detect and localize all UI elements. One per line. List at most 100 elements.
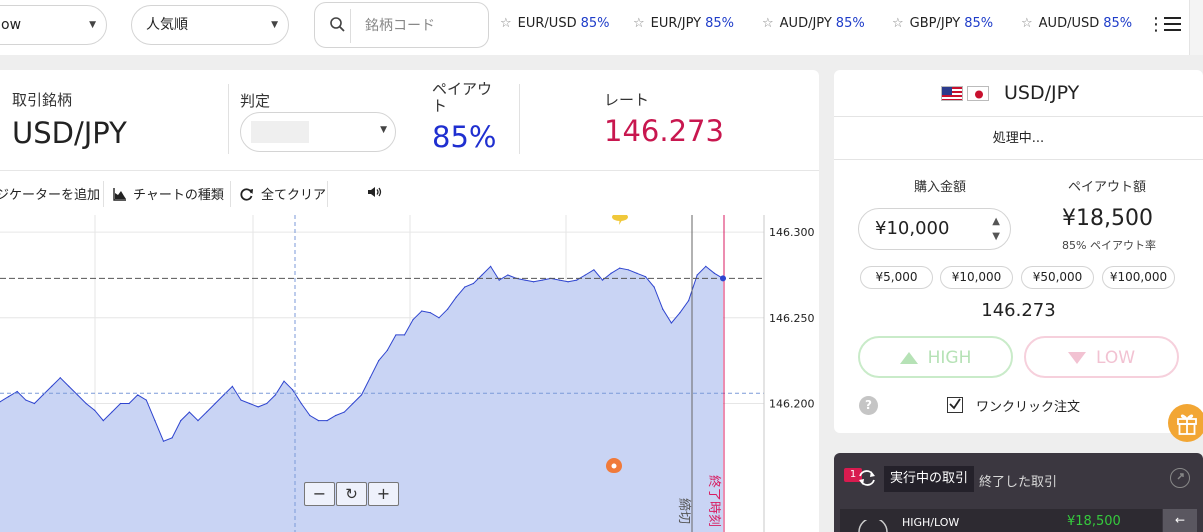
price-point <box>429 312 431 314</box>
price-point <box>85 402 87 405</box>
price-point <box>412 318 414 321</box>
price-point <box>670 322 672 324</box>
divider <box>519 84 520 154</box>
price-point <box>188 411 190 413</box>
price-point <box>292 389 294 391</box>
star-icon[interactable]: ☆ <box>1021 16 1033 31</box>
price-point <box>352 402 354 405</box>
favorite-pair-name: AUD/USD <box>1038 16 1100 31</box>
price-point <box>223 394 225 396</box>
quick-amount-10000[interactable]: ¥10,000 <box>940 266 1013 289</box>
chevron-down-icon: ▼ <box>380 125 387 135</box>
decrement-icon[interactable]: ▼ <box>992 231 1000 242</box>
judge-label: 判定 <box>240 92 271 110</box>
expand-arrow-icon[interactable]: ← <box>1163 509 1197 532</box>
price-point <box>249 402 251 405</box>
price-point <box>119 402 122 405</box>
judge-select-value <box>251 121 309 143</box>
low-button[interactable]: LOW <box>1024 336 1179 378</box>
price-point <box>317 420 320 422</box>
position-row[interactable] <box>840 509 1162 532</box>
amount-stepper[interactable]: ▲ ▼ <box>992 214 1000 244</box>
price-point <box>326 420 328 422</box>
help-icon[interactable]: ? <box>859 396 878 415</box>
external-link-icon[interactable] <box>1170 468 1190 488</box>
quick-amount-50000[interactable]: ¥50,000 <box>1021 266 1094 289</box>
favorite-pair-payout: 85% <box>964 16 994 31</box>
price-point <box>162 440 165 442</box>
judge-select[interactable]: ▼ <box>240 112 396 152</box>
y-tick-label: 146.200 <box>769 397 815 410</box>
add-indicator-button[interactable]: ジケーターを追加 <box>0 184 100 203</box>
position-chart-icon <box>858 520 888 532</box>
price-point <box>8 396 10 398</box>
scrollbar[interactable] <box>1189 0 1203 55</box>
quick-amount-5000[interactable]: ¥5,000 <box>860 266 933 289</box>
favorite-pair-3[interactable]: ☆ AUD/JPY 85% <box>762 16 865 31</box>
favorite-pair-1[interactable]: ☆ EUR/USD 85% <box>500 16 609 31</box>
star-icon[interactable]: ☆ <box>762 16 774 31</box>
sort-select[interactable]: ow ▼ <box>0 5 107 45</box>
processing-status: 処理中... <box>834 118 1203 160</box>
amount-input[interactable]: ¥10,000 ▲ ▼ <box>858 208 1011 250</box>
high-button[interactable]: HIGH <box>858 336 1013 378</box>
active-count-badge: 1 <box>844 468 862 482</box>
price-point <box>25 399 27 401</box>
one-click-checkbox[interactable] <box>947 397 963 413</box>
chart-type-button[interactable]: チャートの種類 <box>113 184 224 203</box>
rate-label: レート <box>604 91 650 109</box>
price-area <box>0 266 723 532</box>
tab-active-trades[interactable]: 実行中の取引 <box>884 466 975 492</box>
price-point <box>137 394 139 396</box>
price-point <box>33 402 36 405</box>
current-price: 146.273 <box>981 300 1056 321</box>
map-pin-icon <box>606 458 622 473</box>
price-point <box>335 414 337 417</box>
price-point <box>343 411 345 413</box>
refresh-icon[interactable] <box>856 467 878 489</box>
price-point <box>76 394 79 396</box>
last-price-dot <box>720 275 726 282</box>
price-point <box>283 380 285 382</box>
price-point <box>481 274 483 276</box>
favorite-pair-name: GBP/JPY <box>909 16 961 31</box>
price-chart[interactable]: 146.300 146.250 146.200 締切 終了時刻 − ↻ + <box>0 215 819 532</box>
sound-button[interactable] <box>367 185 383 203</box>
zoom-reset-button[interactable]: ↻ <box>336 482 367 506</box>
star-icon[interactable]: ☆ <box>633 16 645 31</box>
lightning-icon <box>612 215 628 225</box>
favorite-pair-name: EUR/JPY <box>650 16 702 31</box>
one-click-label[interactable]: ワンクリック注文 <box>976 400 1081 415</box>
symbol-search[interactable] <box>314 2 489 48</box>
price-point <box>197 420 199 422</box>
tab-closed-trades[interactable]: 終了した取引 <box>979 475 1058 490</box>
search-input[interactable] <box>365 13 480 39</box>
zoom-out-button[interactable]: − <box>304 482 335 506</box>
gift-button[interactable] <box>1168 404 1203 442</box>
favorite-pair-4[interactable]: ☆ GBP/JPY 85% <box>892 16 993 31</box>
zoom-in-button[interactable]: + <box>368 482 399 506</box>
price-point <box>687 300 690 302</box>
price-point <box>111 411 113 413</box>
y-tick-label: 146.300 <box>769 226 815 239</box>
divider <box>230 181 231 207</box>
menu-icon[interactable] <box>1164 17 1181 32</box>
increment-icon[interactable]: ▲ <box>992 216 1000 227</box>
price-point <box>584 274 586 276</box>
price-point <box>610 272 612 274</box>
clear-all-button[interactable]: 全てクリア <box>239 184 326 203</box>
low-label: LOW <box>1095 348 1136 368</box>
favorite-pair-5[interactable]: ☆ AUD/USD 85% <box>1021 16 1132 31</box>
star-icon[interactable]: ☆ <box>500 16 512 31</box>
trade-pair-header: USD/JPY <box>834 70 1203 117</box>
popular-select-value: 人気順 <box>146 17 188 33</box>
star-icon[interactable]: ☆ <box>892 16 904 31</box>
price-point <box>541 279 543 281</box>
price-point <box>154 420 156 422</box>
favorite-pair-2[interactable]: ☆ EUR/JPY 85% <box>633 16 734 31</box>
chart-type-icon <box>113 188 126 201</box>
quick-amount-100000[interactable]: ¥100,000 <box>1102 266 1175 289</box>
popular-select[interactable]: 人気順 ▼ <box>131 5 289 45</box>
price-point <box>644 276 647 278</box>
more-vertical-icon[interactable]: ⋮ <box>1147 14 1165 35</box>
